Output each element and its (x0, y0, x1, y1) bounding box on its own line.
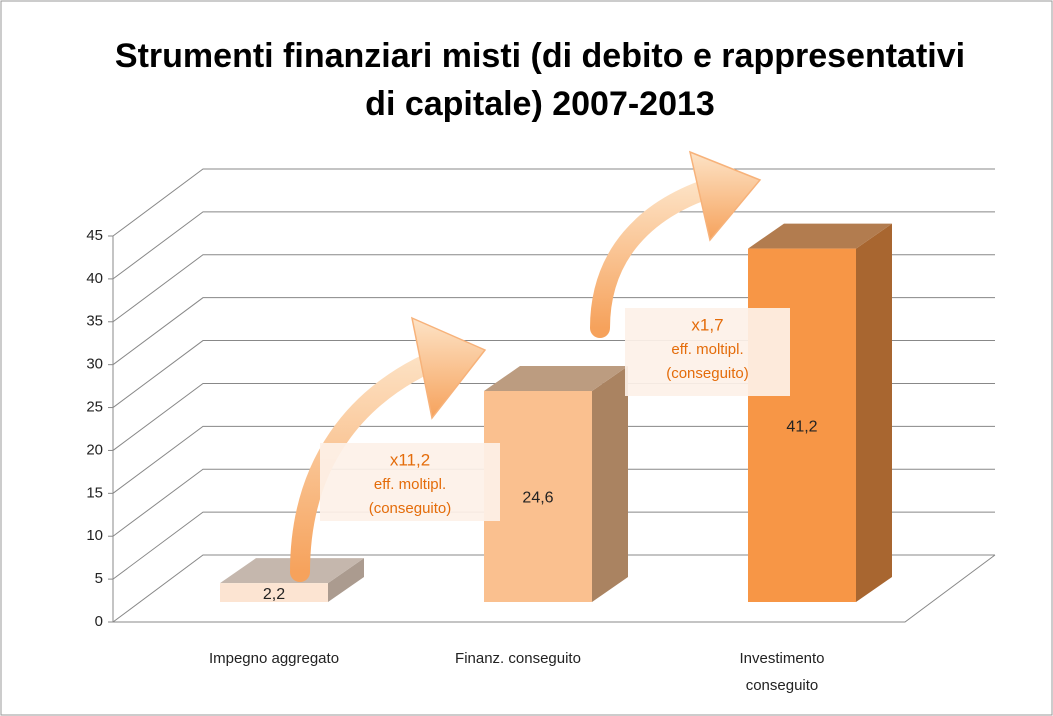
annotation: eff. moltipl. (374, 476, 446, 493)
bar (484, 390, 592, 602)
bar-side (856, 223, 892, 602)
annotation: (conseguito) (369, 500, 452, 517)
x-tick-label: Finanz. conseguito (455, 650, 581, 667)
annotation: x1,7 (691, 315, 723, 334)
data-label: 41,2 (786, 419, 817, 436)
data-label: 24,6 (522, 490, 553, 507)
annotation: eff. moltipl. (671, 341, 743, 358)
y-tick-label: 20 (86, 441, 103, 458)
arrow (590, 150, 762, 338)
bar (220, 583, 328, 602)
y-tick-label: 40 (86, 270, 103, 287)
y-tick-label: 0 (95, 613, 103, 630)
grid-line (112, 511, 995, 580)
annotation: x11,2 (390, 450, 430, 469)
grid-line (112, 468, 995, 537)
data-label: 2,2 (263, 586, 285, 603)
y-tick-label: 15 (86, 484, 103, 501)
grid-line (112, 425, 995, 494)
bar-top (484, 365, 628, 391)
annotation: (conseguito) (666, 365, 749, 382)
grid-line (112, 254, 995, 323)
y-tick-label: 30 (86, 356, 103, 373)
y-tick-label: 25 (86, 399, 103, 416)
y-tick-label: 5 (95, 570, 103, 587)
bar-side (592, 365, 628, 602)
bar (748, 248, 856, 602)
bar-side (328, 558, 364, 602)
y-tick-label: 10 (86, 527, 103, 544)
grid-line (112, 297, 995, 366)
grid-line (112, 554, 995, 623)
bar-top (748, 223, 892, 249)
annotation-box (625, 308, 790, 396)
floor (113, 554, 996, 623)
x-tick-label: Impegno aggregato (208, 650, 340, 667)
y-tick-label: 35 (86, 313, 103, 330)
chart-title: Strumenti finanziari misti (di debito e … (114, 37, 966, 123)
arrow (290, 316, 487, 582)
annotation-box (320, 443, 500, 521)
x-tick-label: Investimento conseguito (739, 650, 825, 694)
y-tick-label: 45 (86, 227, 103, 244)
